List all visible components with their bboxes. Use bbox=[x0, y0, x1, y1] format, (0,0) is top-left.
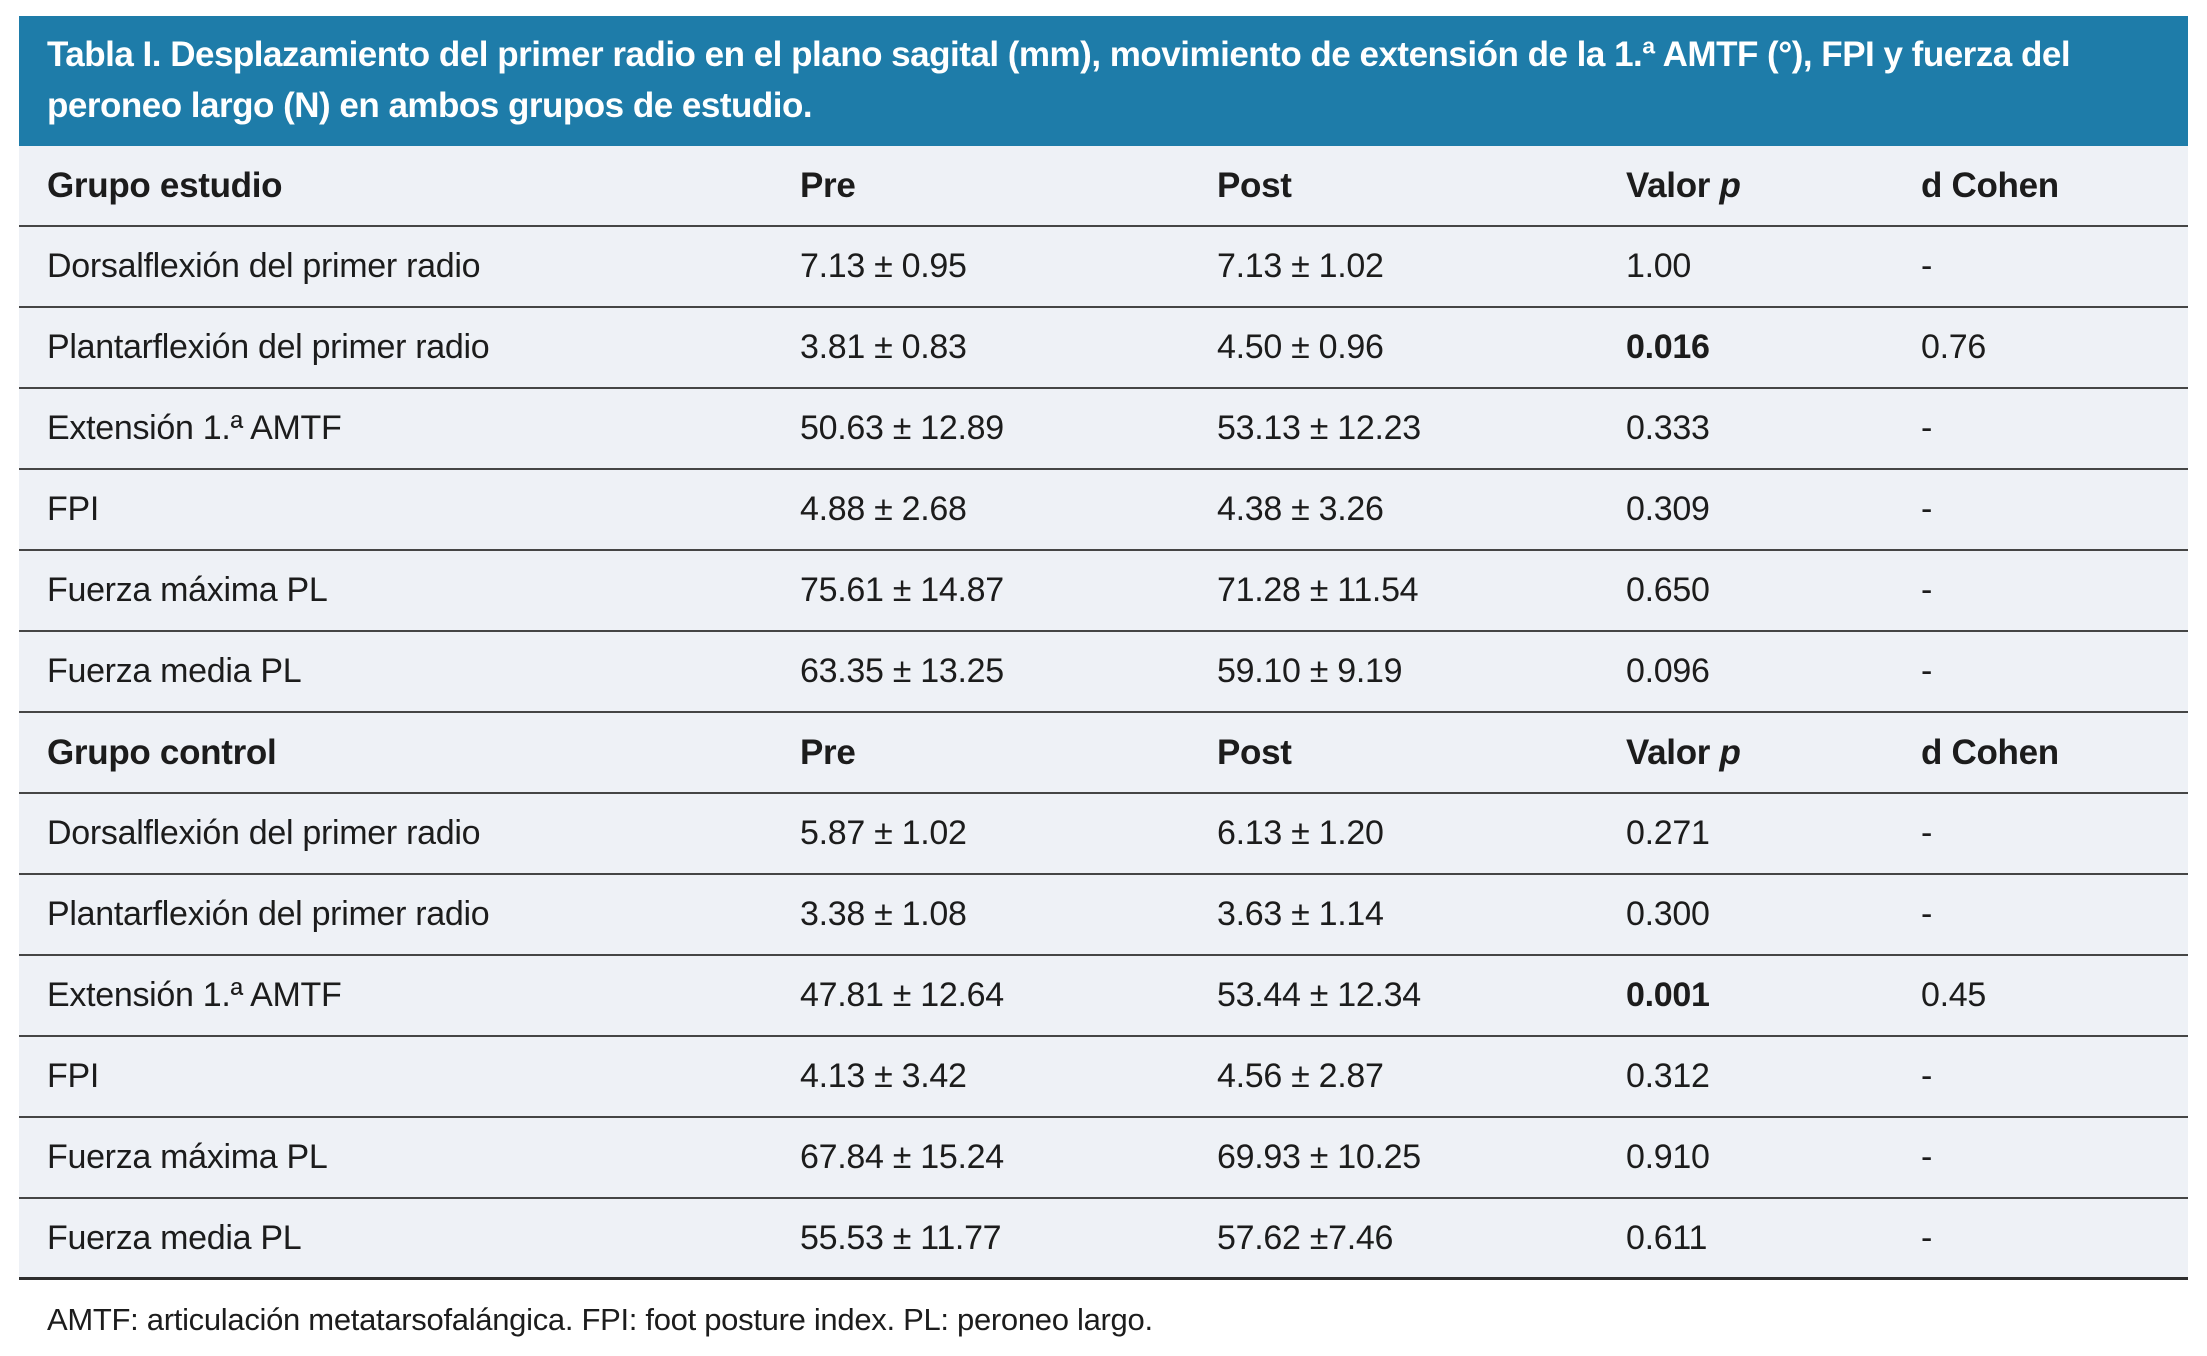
cell-pre: 3.81 ± 0.83 bbox=[800, 328, 967, 366]
column-header-pre: Pre bbox=[800, 165, 856, 205]
table-row: Extensión 1.ª AMTF 47.81 ± 12.64 53.44 ±… bbox=[19, 956, 2188, 1037]
cell-d-cohen: - bbox=[1921, 1218, 1933, 1257]
cell-post: 53.13 ± 12.23 bbox=[1217, 409, 1421, 447]
table-row: Plantarflexión del primer radio 3.81 ± 0… bbox=[19, 308, 2188, 389]
table-row: Extensión 1.ª AMTF 50.63 ± 12.89 53.13 ±… bbox=[19, 389, 2188, 470]
cell-post: 6.13 ± 1.20 bbox=[1217, 814, 1384, 852]
results-table: Grupo estudio Pre Post Valor p d Cohen D… bbox=[19, 146, 2188, 1280]
row-label: Fuerza media PL bbox=[47, 1218, 302, 1257]
cell-p-value: 0.271 bbox=[1626, 814, 1710, 852]
column-header-valor-p: Valor p bbox=[1626, 733, 1921, 773]
cell-d-cohen: - bbox=[1921, 1057, 1933, 1095]
p-symbol: p bbox=[1719, 732, 1741, 772]
cell-post: 4.50 ± 0.96 bbox=[1217, 328, 1384, 366]
row-label: Fuerza media PL bbox=[47, 652, 302, 690]
cell-d-cohen: - bbox=[1921, 1138, 1933, 1176]
row-label: Dorsalflexión del primer radio bbox=[47, 247, 481, 285]
cell-p-value-significant: 0.016 bbox=[1626, 328, 1710, 366]
cell-pre: 3.38 ± 1.08 bbox=[800, 895, 967, 933]
cell-p-value: 0.333 bbox=[1626, 409, 1710, 447]
column-header-pre: Pre bbox=[800, 732, 856, 772]
valor-label: Valor bbox=[1626, 732, 1720, 772]
section-header-row: Grupo estudio Pre Post Valor p d Cohen bbox=[19, 146, 2188, 227]
cell-p-value: 1.00 bbox=[1626, 247, 1691, 285]
cell-pre: 75.61 ± 14.87 bbox=[800, 571, 1004, 609]
table-row: Fuerza máxima PL 75.61 ± 14.87 71.28 ± 1… bbox=[19, 551, 2188, 632]
cell-pre: 50.63 ± 12.89 bbox=[800, 409, 1004, 447]
cell-pre: 63.35 ± 13.25 bbox=[800, 652, 1004, 690]
cell-d-cohen: - bbox=[1921, 814, 1933, 852]
cell-post: 59.10 ± 9.19 bbox=[1217, 652, 1403, 690]
row-label: Fuerza máxima PL bbox=[47, 1138, 328, 1176]
row-label: Extensión 1.ª AMTF bbox=[47, 409, 342, 447]
valor-label: Valor bbox=[1626, 165, 1720, 205]
cell-d-cohen: - bbox=[1921, 652, 1933, 690]
table-row: Dorsalflexión del primer radio 7.13 ± 0.… bbox=[19, 227, 2188, 308]
cell-post: 7.13 ± 1.02 bbox=[1217, 247, 1384, 285]
cell-pre: 67.84 ± 15.24 bbox=[800, 1138, 1004, 1176]
table-row: Plantarflexión del primer radio 3.38 ± 1… bbox=[19, 875, 2188, 956]
cell-d-cohen: - bbox=[1921, 409, 1933, 447]
cell-pre: 7.13 ± 0.95 bbox=[800, 247, 967, 285]
cell-p-value: 0.309 bbox=[1626, 490, 1710, 528]
table-title-band: Tabla I. Desplazamiento del primer radio… bbox=[19, 16, 2188, 146]
cell-d-cohen: - bbox=[1921, 247, 1933, 285]
column-header-d-cohen: d Cohen bbox=[1921, 732, 2059, 772]
cell-p-value: 0.312 bbox=[1626, 1057, 1710, 1095]
cell-post: 4.56 ± 2.87 bbox=[1217, 1057, 1384, 1095]
cell-pre: 55.53 ± 11.77 bbox=[800, 1218, 1002, 1257]
table-title: Tabla I. Desplazamiento del primer radio… bbox=[47, 35, 2071, 125]
table-row: Fuerza media PL 55.53 ± 11.77 57.62 ±7.4… bbox=[19, 1199, 2188, 1280]
cell-p-value: 0.910 bbox=[1626, 1138, 1710, 1176]
cell-pre: 5.87 ± 1.02 bbox=[800, 814, 967, 852]
row-label: Fuerza máxima PL bbox=[47, 571, 328, 609]
column-header-d-cohen: d Cohen bbox=[1921, 165, 2059, 205]
cell-post: 53.44 ± 12.34 bbox=[1217, 976, 1421, 1014]
group-label: Grupo control bbox=[47, 732, 277, 772]
p-symbol: p bbox=[1719, 165, 1741, 205]
cell-pre: 4.13 ± 3.42 bbox=[800, 1057, 967, 1095]
column-header-post: Post bbox=[1217, 165, 1292, 205]
cell-p-value: 0.650 bbox=[1626, 571, 1710, 609]
table-row: Dorsalflexión del primer radio 5.87 ± 1.… bbox=[19, 794, 2188, 875]
group-label: Grupo estudio bbox=[47, 165, 283, 205]
row-label: FPI bbox=[47, 490, 99, 528]
row-label: Extensión 1.ª AMTF bbox=[47, 976, 342, 1014]
row-label: Plantarflexión del primer radio bbox=[47, 328, 490, 366]
column-header-valor-p: Valor p bbox=[1626, 166, 1921, 206]
row-label: Dorsalflexión del primer radio bbox=[47, 814, 481, 852]
table-row: FPI 4.88 ± 2.68 4.38 ± 3.26 0.309 - bbox=[19, 470, 2188, 551]
column-header-post: Post bbox=[1217, 732, 1292, 772]
cell-d-cohen: - bbox=[1921, 895, 1933, 933]
row-label: FPI bbox=[47, 1057, 99, 1095]
cell-p-value: 0.611 bbox=[1626, 1218, 1708, 1257]
cell-d-cohen: 0.76 bbox=[1921, 328, 1986, 366]
cell-p-value: 0.096 bbox=[1626, 652, 1710, 690]
table-row: Fuerza media PL 63.35 ± 13.25 59.10 ± 9.… bbox=[19, 632, 2188, 713]
cell-d-cohen: 0.45 bbox=[1921, 976, 1986, 1014]
cell-p-value-significant: 0.001 bbox=[1626, 976, 1710, 1014]
cell-post: 71.28 ± 11.54 bbox=[1217, 571, 1419, 609]
cell-pre: 47.81 ± 12.64 bbox=[800, 976, 1004, 1014]
table-row: Fuerza máxima PL 67.84 ± 15.24 69.93 ± 1… bbox=[19, 1118, 2188, 1199]
table-row: FPI 4.13 ± 3.42 4.56 ± 2.87 0.312 - bbox=[19, 1037, 2188, 1118]
cell-post: 69.93 ± 10.25 bbox=[1217, 1138, 1421, 1176]
table-footnote: AMTF: articulación metatarsofalángica. F… bbox=[47, 1302, 1153, 1337]
cell-post: 57.62 ±7.46 bbox=[1217, 1218, 1394, 1257]
cell-pre: 4.88 ± 2.68 bbox=[800, 490, 967, 528]
cell-post: 3.63 ± 1.14 bbox=[1217, 895, 1384, 933]
cell-post: 4.38 ± 3.26 bbox=[1217, 490, 1384, 528]
row-label: Plantarflexión del primer radio bbox=[47, 895, 490, 933]
cell-p-value: 0.300 bbox=[1626, 895, 1710, 933]
section-header-row: Grupo control Pre Post Valor p d Cohen bbox=[19, 713, 2188, 794]
cell-d-cohen: - bbox=[1921, 571, 1933, 609]
cell-d-cohen: - bbox=[1921, 490, 1933, 528]
